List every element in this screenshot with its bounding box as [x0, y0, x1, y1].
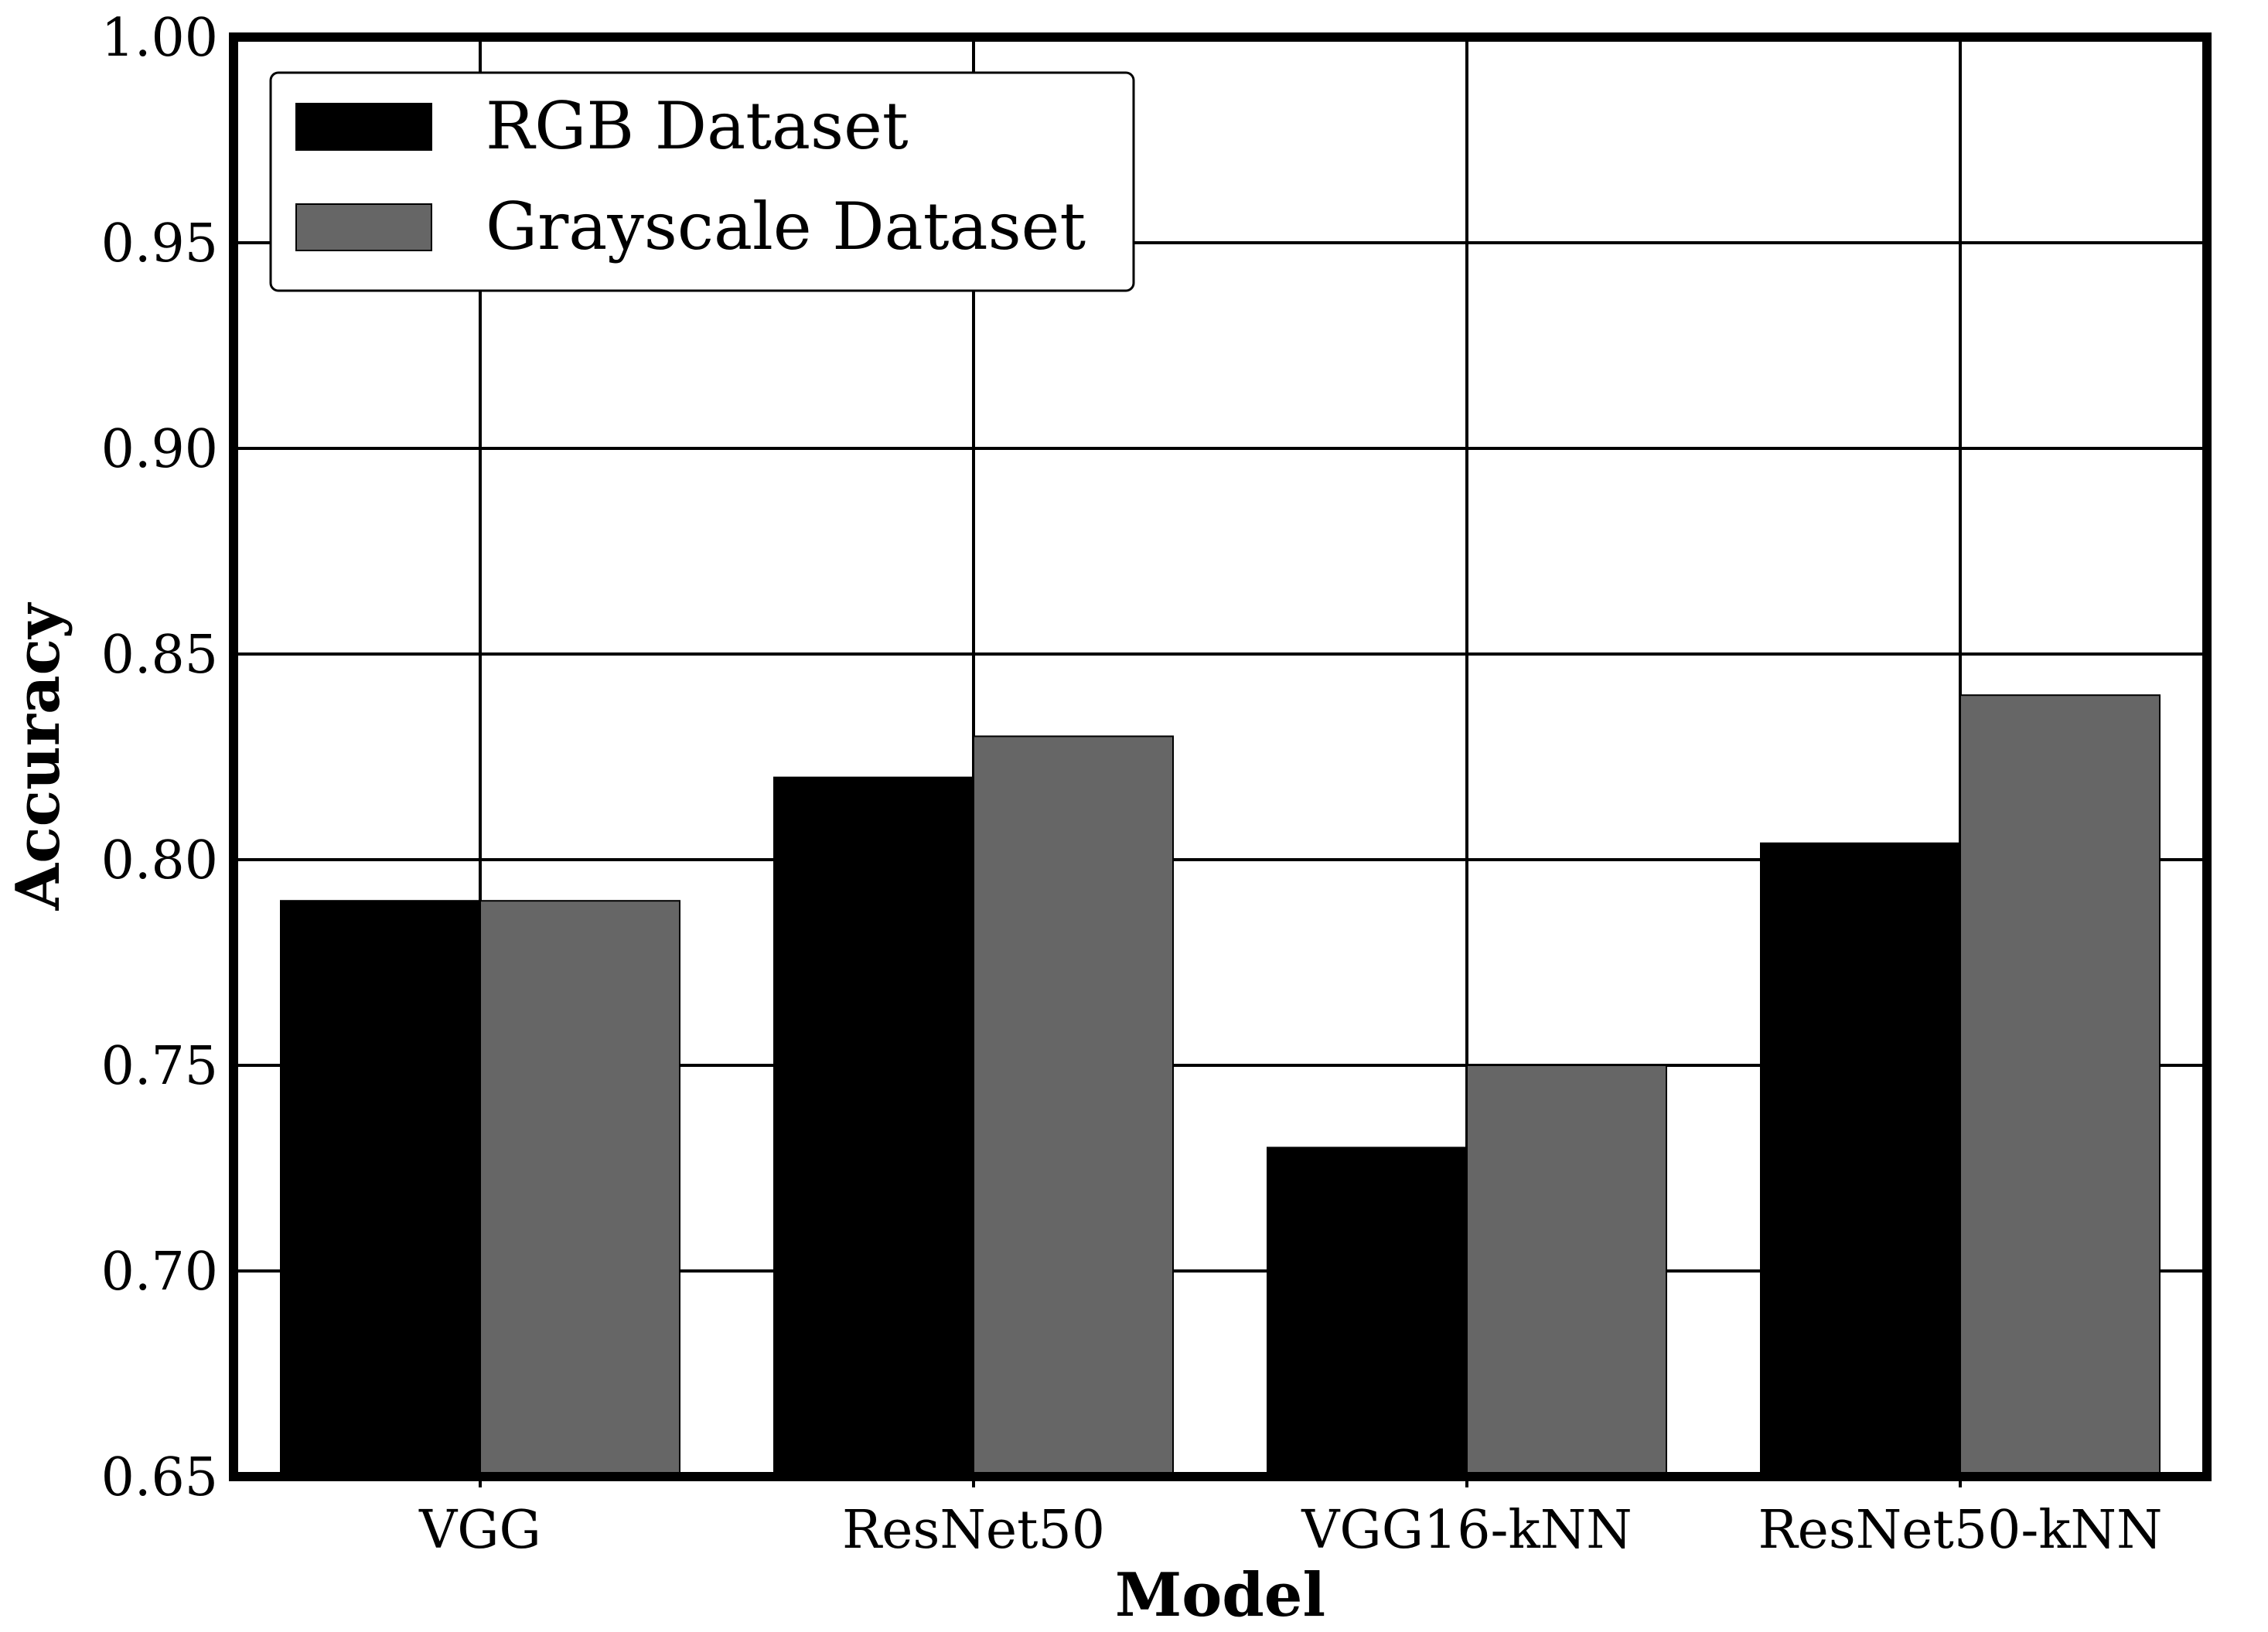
y-tick-label: 1.00: [101, 8, 218, 69]
legend-swatch-grayscale: [295, 203, 432, 251]
legend-swatch-rgb: [295, 103, 432, 151]
bar-rgb-vgg: [280, 900, 481, 1477]
x-axis-ticks: VGG ResNet50 VGG16-kNN ResNet50-kNN: [418, 1477, 2163, 1561]
x-axis-title: Model: [1115, 1560, 1325, 1630]
x-tick-label: ResNet50-kNN: [1758, 1500, 2162, 1561]
x-tick-label: VGG16-kNN: [1301, 1500, 1632, 1561]
y-tick-label: 0.90: [101, 419, 218, 480]
y-tick-label: 0.95: [101, 213, 218, 274]
y-tick-label: 0.65: [101, 1447, 218, 1508]
y-axis-title: Accuracy: [3, 601, 73, 911]
y-tick-label: 0.75: [101, 1036, 218, 1097]
bar-grayscale-resnet50-knn: [1959, 694, 2161, 1477]
legend-label-rgb: RGB Dataset: [486, 88, 909, 164]
bar-rgb-resnet50: [773, 776, 974, 1477]
legend-box: [269, 71, 1135, 292]
bar-grayscale-vgg: [479, 900, 680, 1477]
y-tick-label: 0.85: [101, 625, 218, 686]
bar-grayscale-vgg16-knn: [1466, 1065, 1667, 1477]
bar-grayscale-resnet50: [973, 735, 1174, 1477]
legend: RGB Dataset Grayscale Dataset: [269, 71, 1135, 292]
y-tick-label: 0.70: [101, 1242, 218, 1303]
y-tick-label: 0.80: [101, 830, 218, 891]
plot-frame: [229, 32, 2212, 1481]
x-tick-label: VGG: [418, 1500, 541, 1561]
bars: [280, 694, 2161, 1478]
y-axis-ticks: 0.65 0.70 0.75 0.80 0.85 0.90 0.95 1.00: [101, 8, 218, 1508]
bar-rgb-vgg16-knn: [1267, 1146, 1468, 1478]
bar-rgb-resnet50-knn: [1760, 842, 1961, 1477]
x-tick-label: ResNet50: [842, 1500, 1105, 1561]
legend-label-grayscale: Grayscale Dataset: [486, 189, 1086, 264]
